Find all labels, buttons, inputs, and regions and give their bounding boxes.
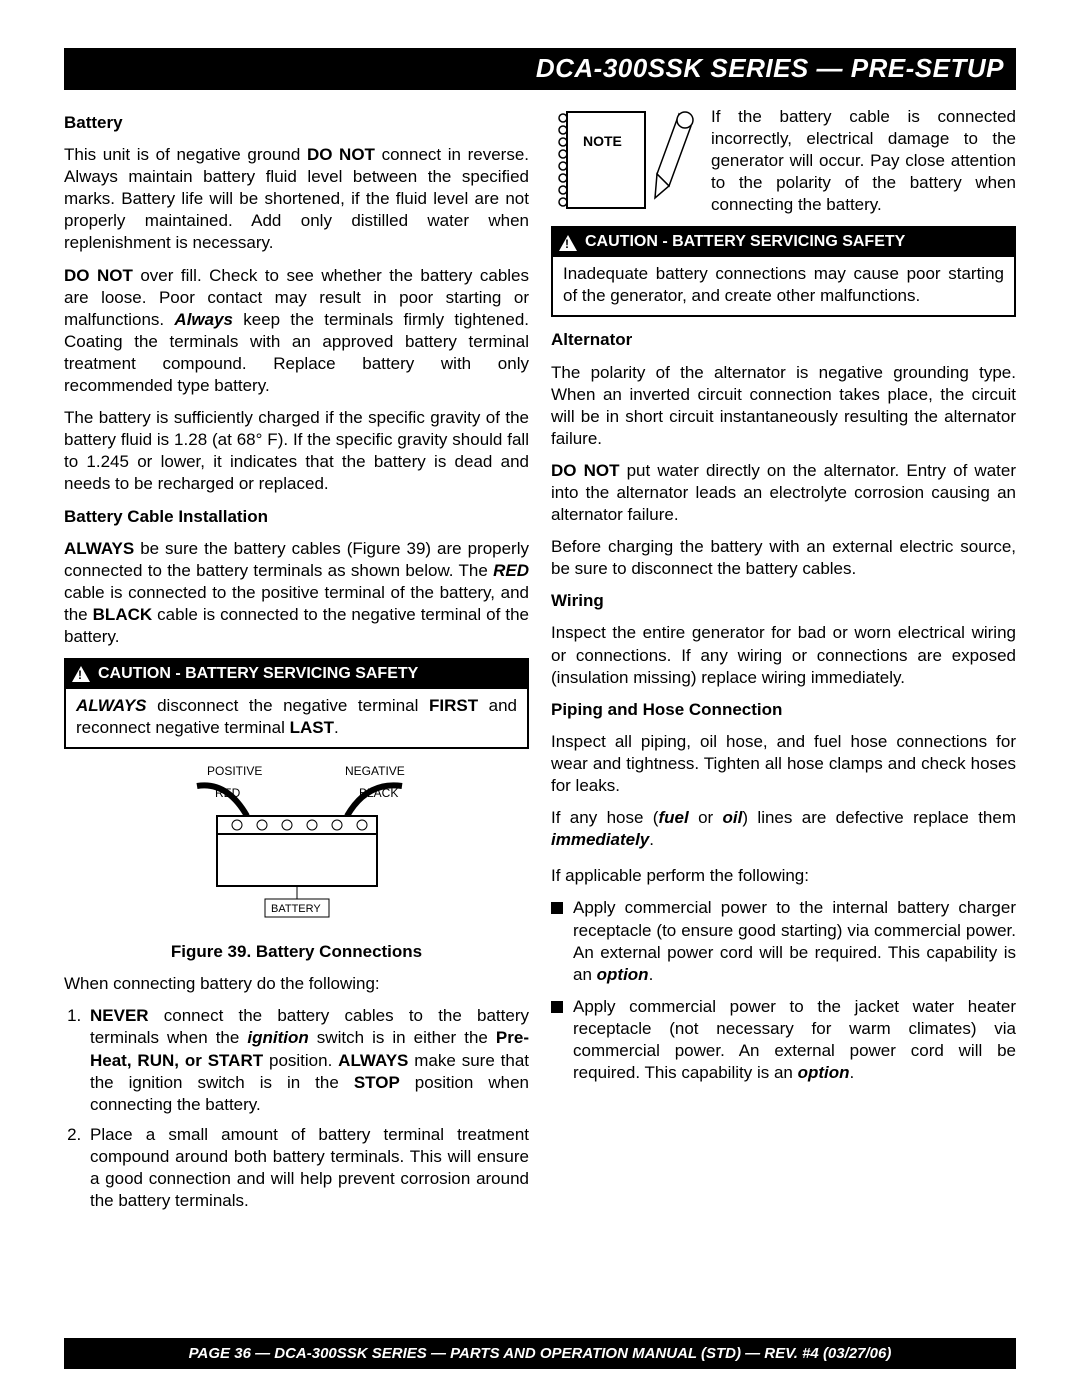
- caution-box-1: CAUTION - BATTERY SERVICING SAFETY ALWAY…: [64, 658, 529, 749]
- note-block: NOTE If the battery cable is connected i…: [551, 106, 1016, 216]
- heading-alternator: Alternator: [551, 329, 1016, 351]
- caution-header: CAUTION - BATTERY SERVICING SAFETY: [66, 660, 527, 689]
- figure-battery: POSITIVE NEGATIVE RED BLACK BATTE: [64, 761, 529, 937]
- caution-box-2: CAUTION - BATTERY SERVICING SAFETY Inade…: [551, 226, 1016, 317]
- caution-header: CAUTION - BATTERY SERVICING SAFETY: [553, 228, 1014, 257]
- para: The battery is sufficiently charged if t…: [64, 407, 529, 495]
- battery-diagram-icon: POSITIVE NEGATIVE RED BLACK BATTE: [147, 761, 447, 931]
- para: The polarity of the alternator is negati…: [551, 362, 1016, 450]
- content-columns: Battery This unit is of negative ground …: [64, 106, 1016, 1220]
- list-item: Place a small amount of battery terminal…: [86, 1124, 529, 1212]
- page-footer: PAGE 36 — DCA-300SSK SERIES — PARTS AND …: [64, 1338, 1016, 1370]
- para: DO NOT put water directly on the alterna…: [551, 460, 1016, 526]
- list-item: Apply commercial power to the jacket wat…: [551, 996, 1016, 1084]
- svg-text:BATTERY: BATTERY: [271, 903, 321, 915]
- note-text: If the battery cable is connected incorr…: [711, 106, 1016, 216]
- left-column: Battery This unit is of negative ground …: [64, 106, 529, 1220]
- heading-wiring: Wiring: [551, 590, 1016, 612]
- list-item: NEVER connect the battery cables to the …: [86, 1005, 529, 1115]
- caution-body: ALWAYS disconnect the negative terminal …: [66, 689, 527, 747]
- heading-cable: Battery Cable Installation: [64, 506, 529, 528]
- page-title: DCA-300SSK SERIES — PRE-SETUP: [536, 52, 1004, 86]
- para: Inspect the entire generator for bad or …: [551, 622, 1016, 688]
- para: If applicable perform the following:: [551, 865, 1016, 887]
- list-item: Apply commercial power to the internal b…: [551, 897, 1016, 985]
- para: This unit is of negative ground DO NOT c…: [64, 144, 529, 254]
- warning-icon: [72, 666, 90, 682]
- right-column: NOTE If the battery cable is connected i…: [551, 106, 1016, 1220]
- caution-body: Inadequate battery connections may cause…: [553, 257, 1014, 315]
- para: Inspect all piping, oil hose, and fuel h…: [551, 731, 1016, 797]
- heading-piping: Piping and Hose Connection: [551, 699, 1016, 721]
- para: ALWAYS be sure the battery cables (Figur…: [64, 538, 529, 648]
- page-title-bar: DCA-300SSK SERIES — PRE-SETUP: [64, 48, 1016, 90]
- heading-battery: Battery: [64, 112, 529, 134]
- note-notepad-icon: NOTE: [551, 106, 701, 216]
- para: If any hose (fuel or oil) lines are defe…: [551, 807, 1016, 851]
- para: Before charging the battery with an exte…: [551, 536, 1016, 580]
- para: When connecting battery do the following…: [64, 973, 529, 995]
- caution-title: CAUTION - BATTERY SERVICING SAFETY: [98, 664, 418, 685]
- svg-text:NOTE: NOTE: [583, 133, 622, 149]
- footer-text: PAGE 36 — DCA-300SSK SERIES — PARTS AND …: [189, 1345, 892, 1362]
- warning-icon: [559, 235, 577, 251]
- figure-caption: Figure 39. Battery Connections: [64, 941, 529, 963]
- para: DO NOT over fill. Check to see whether t…: [64, 265, 529, 398]
- caution-title: CAUTION - BATTERY SERVICING SAFETY: [585, 232, 905, 253]
- svg-text:POSITIVE: POSITIVE: [207, 764, 262, 778]
- svg-text:NEGATIVE: NEGATIVE: [345, 764, 405, 778]
- steps-list: NEVER connect the battery cables to the …: [64, 1005, 529, 1212]
- bullet-list: Apply commercial power to the internal b…: [551, 897, 1016, 1084]
